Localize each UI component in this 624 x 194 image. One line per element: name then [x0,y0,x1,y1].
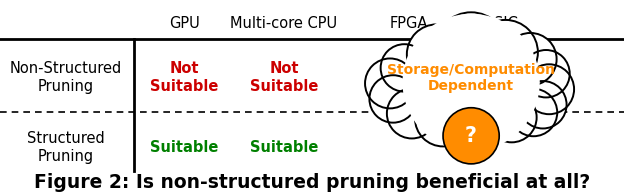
Text: Not
Suitable: Not Suitable [150,61,218,94]
Ellipse shape [519,81,567,128]
Ellipse shape [487,92,537,142]
Text: Multi-core CPU: Multi-core CPU [230,16,338,31]
Text: ?: ? [465,126,477,146]
Text: Storage/Computation
Dependent: Storage/Computation Dependent [387,62,555,93]
Ellipse shape [381,44,428,92]
Text: ASIC: ASIC [485,16,519,31]
Ellipse shape [365,58,415,108]
Text: Suitable: Suitable [150,140,218,155]
Ellipse shape [387,88,437,139]
Ellipse shape [449,91,505,147]
Text: Non-Structured
Pruning: Non-Structured Pruning [9,61,122,94]
Text: GPU: GPU [168,16,200,31]
Ellipse shape [443,108,499,164]
Ellipse shape [407,24,467,84]
Text: FPGA: FPGA [389,16,428,31]
Ellipse shape [415,90,471,146]
Text: Structured
Pruning: Structured Pruning [27,131,104,164]
Ellipse shape [402,13,540,150]
Ellipse shape [473,20,538,85]
Ellipse shape [510,89,557,136]
Text: Figure 2: Is non-structured pruning beneficial at all?: Figure 2: Is non-structured pruning bene… [34,173,590,192]
Ellipse shape [522,50,570,97]
Text: Suitable: Suitable [250,140,318,155]
Text: Not
Suitable: Not Suitable [250,61,318,94]
Ellipse shape [504,33,557,85]
Ellipse shape [524,64,574,114]
Ellipse shape [402,14,540,151]
Ellipse shape [369,75,417,123]
Ellipse shape [435,12,507,85]
